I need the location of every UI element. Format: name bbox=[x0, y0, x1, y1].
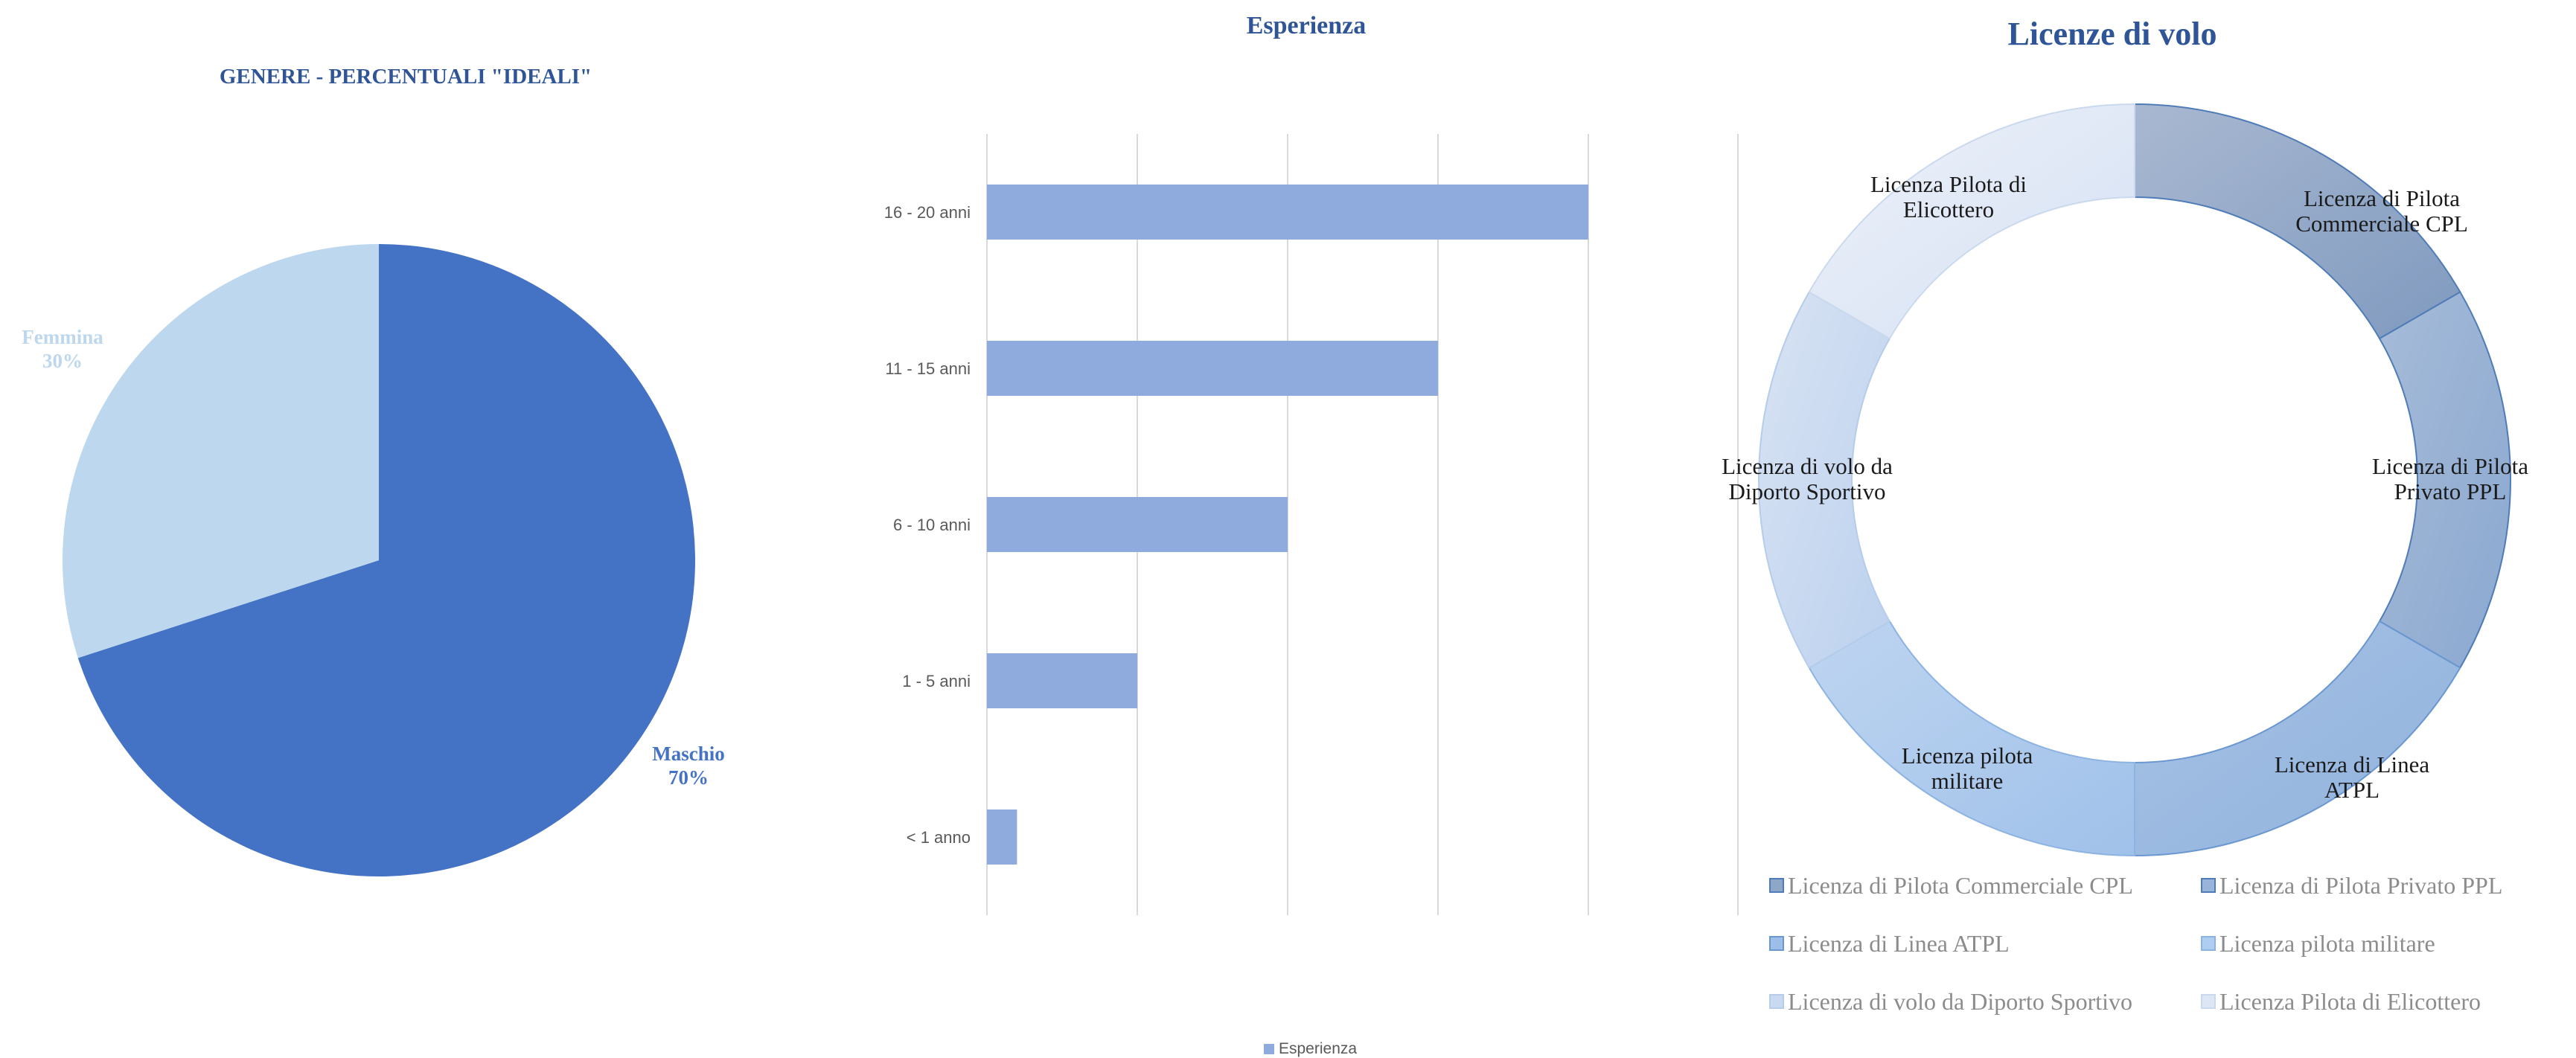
bar-1-anno bbox=[987, 809, 1017, 865]
donut-legend-swatch bbox=[1769, 994, 1784, 1009]
donut-slice-licenza-pilota-di-elicottero bbox=[1808, 103, 2135, 340]
bar-tick-label: 1 - 5 anni bbox=[902, 672, 971, 690]
bar-11-15-anni bbox=[987, 341, 1438, 396]
experience-bar-chart: Esperienza 16 - 20 anni 11 - 15 anni 6 - 1… bbox=[884, 12, 1589, 1057]
bar-tick-label: 11 - 15 anni bbox=[885, 359, 971, 378]
donut-legend-label-licenza-di-volo-da-diporto-sportivo: Licenza di volo da Diporto Sportivo bbox=[1788, 988, 2132, 1015]
donut-legend-swatch bbox=[2201, 994, 2216, 1009]
pie-value-maschio: 70% bbox=[668, 766, 709, 789]
pie-chart-title: GENERE - PERCENTUALI "IDEALI" bbox=[220, 65, 592, 89]
donut-legend-label-licenza-di-pilota-privato-ppl: Licenza di Pilota Privato PPL bbox=[2219, 872, 2502, 899]
donut-label-licenza-pilota-di-elicottero: Licenza Pilota di Elicottero bbox=[1870, 171, 2027, 222]
bar-legend-swatch bbox=[1264, 1044, 1274, 1054]
pie-slice-maschio bbox=[77, 244, 695, 876]
donut-label-licenza-di-volo-da-diporto-sportivo: Licenza di volo da Diporto Sportivo bbox=[1722, 453, 1893, 504]
pie-label-femmina: Femmina bbox=[22, 326, 103, 348]
bar-tick-label: 16 - 20 anni bbox=[884, 203, 971, 222]
bar-tick-label: 6 - 10 anni bbox=[893, 516, 971, 534]
donut-legend-label-licenza-di-linea-atpl: Licenza di Linea ATPL bbox=[1788, 930, 2010, 957]
donut-slice-licenza-pilota-militare bbox=[1808, 620, 2135, 857]
pie-value-femmina: 30% bbox=[42, 350, 83, 372]
donut-label-licenza-di-pilota-privato-ppl: Licenza di Pilota Privato PPL bbox=[2372, 453, 2528, 504]
bar-16-20-anni bbox=[987, 185, 1588, 240]
donut-legend-swatch bbox=[1769, 936, 1784, 951]
donut-label-licenza-pilota-militare: Licenza pilota militare bbox=[1902, 743, 2033, 794]
bar-chart-title: Esperienza bbox=[1247, 12, 1367, 39]
donut-label-licenza-di-pilota-commerciale-cpl: Licenza di Pilota Commerciale CPL bbox=[2295, 185, 2468, 237]
gender-pie-chart: GENERE - PERCENTUALI "IDEALI" Maschio70%… bbox=[22, 65, 725, 876]
bar-legend-label: Esperienza bbox=[1279, 1040, 1357, 1057]
donut-legend-swatch bbox=[2201, 878, 2216, 893]
donut-legend-swatch bbox=[1769, 878, 1784, 893]
bar-legend: Esperienza bbox=[1264, 1040, 1357, 1057]
donut-legend-label-licenza-pilota-di-elicottero: Licenza Pilota di Elicottero bbox=[2219, 988, 2481, 1015]
pie-slice-femmina bbox=[62, 244, 379, 658]
bar-1-5-anni bbox=[987, 653, 1137, 708]
donut-legend-label-licenza-di-pilota-commerciale-cpl: Licenza di Pilota Commerciale CPL bbox=[1788, 872, 2133, 899]
donut-legend-swatch bbox=[2201, 936, 2216, 951]
donut-label-licenza-di-linea-atpl: Licenza di Linea ATPL bbox=[2275, 751, 2430, 803]
donut-chart-title: Licenze di volo bbox=[2007, 16, 2217, 52]
licenses-doughnut-chart: Licenze di volo Licenza di Pilota Commerc… bbox=[1722, 16, 2528, 1015]
donut-slice-licenza-di-linea-atpl bbox=[2134, 620, 2461, 857]
pie-label-maschio: Maschio bbox=[652, 743, 725, 765]
bar-6-10-anni bbox=[987, 497, 1288, 552]
bar-tick-label: < 1 anno bbox=[907, 828, 971, 847]
donut-legend-label-licenza-pilota-militare: Licenza pilota militare bbox=[2219, 930, 2435, 957]
